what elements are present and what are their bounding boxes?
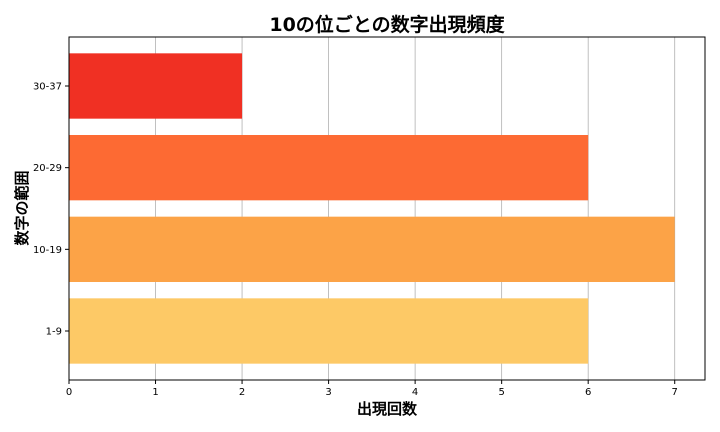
x-tick-label: 1 [152,387,158,398]
x-tick-label: 6 [585,387,591,398]
x-ticks: 0 1 2 3 4 5 6 7 [66,380,678,398]
x-tick-label: 3 [325,387,331,398]
x-axis-label: 出現回数 [357,400,418,418]
bar-20-29 [69,135,589,201]
plot-frame [68,36,706,381]
y-ticks: 1-9 10-19 20-29 30-37 [33,82,69,338]
x-tick-label: 0 [66,387,72,398]
x-tick-label: 5 [498,387,504,398]
y-tick-label: 10-19 [33,245,62,256]
y-axis-label: 数字の範囲 [13,170,31,245]
bars [69,53,675,364]
y-tick-label: 20-29 [33,163,62,174]
x-tick-label: 4 [412,387,418,398]
x-tick-label: 2 [239,387,245,398]
bar-10-19 [69,216,675,282]
chart-title: 10の位ごとの数字出現頻度 [269,13,505,36]
y-tick-label: 30-37 [33,82,62,93]
x-tick-label: 7 [672,387,678,398]
y-tick-label: 1-9 [46,327,62,338]
bar-30-37 [69,53,243,119]
bar-1-9 [69,298,589,364]
